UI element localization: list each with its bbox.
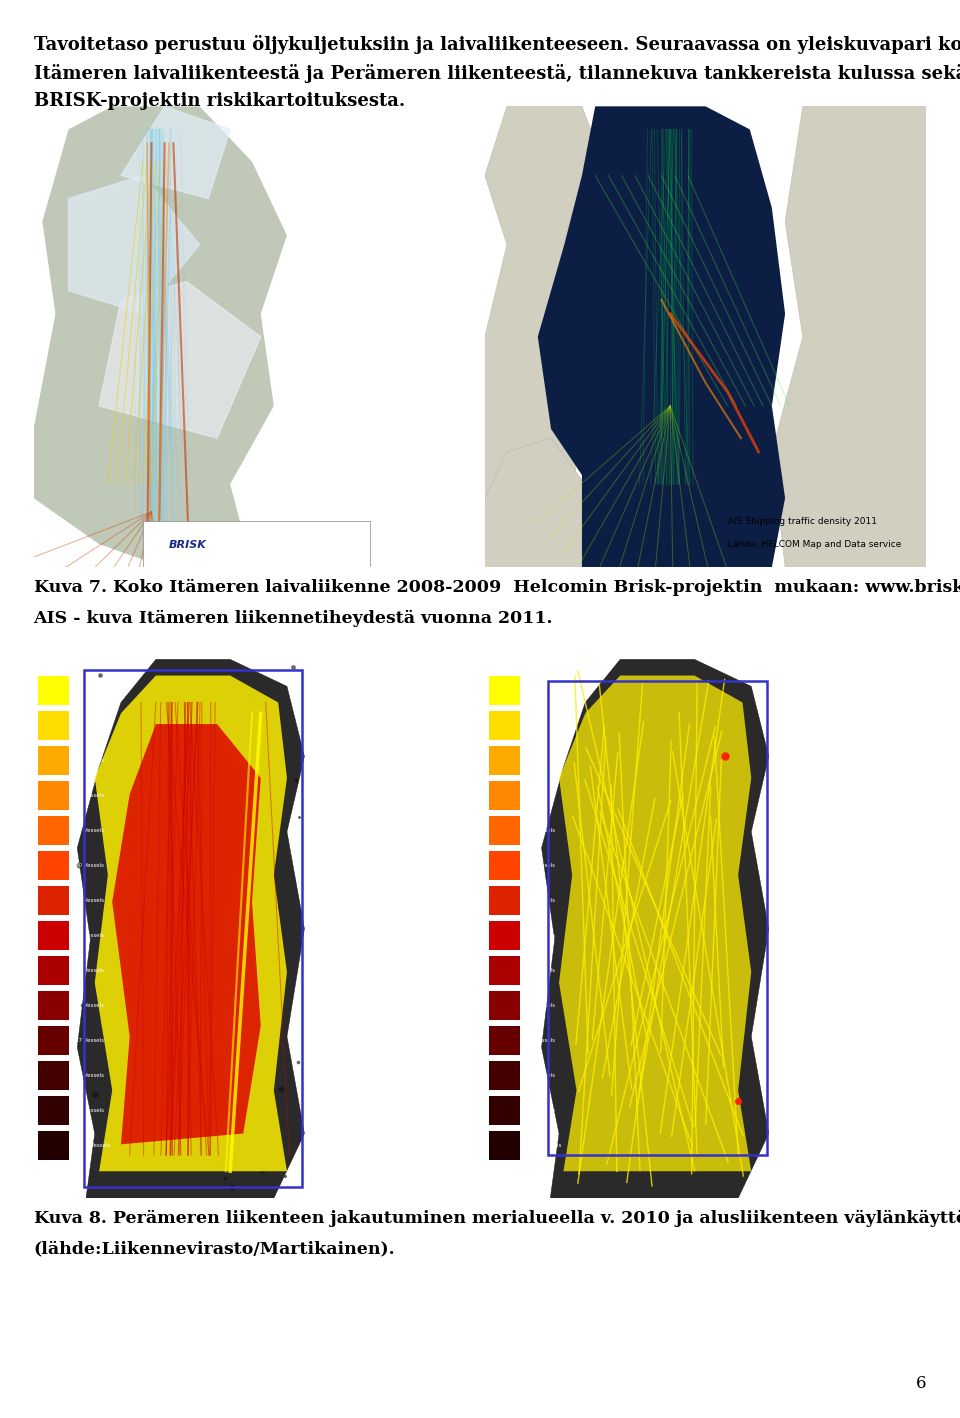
Bar [490, 851, 519, 881]
Polygon shape [99, 281, 261, 438]
Polygon shape [34, 106, 287, 567]
Bar [490, 815, 519, 845]
Polygon shape [77, 659, 304, 1198]
Text: 10 Vessels: 10 Vessels [526, 759, 555, 763]
Bar [548, 681, 766, 1156]
Text: BRISK-projektin riskikartoituksesta.: BRISK-projektin riskikartoituksesta. [34, 92, 405, 111]
Bar [38, 1132, 68, 1160]
Bar [490, 991, 519, 1021]
Bar [490, 1061, 519, 1090]
Text: 7 Vessels: 7 Vessels [526, 723, 552, 729]
Bar [38, 991, 68, 1021]
Bar [38, 675, 68, 705]
Text: 6: 6 [916, 1375, 926, 1392]
Bar [490, 1025, 519, 1055]
Text: 27 Vessels: 27 Vessels [75, 933, 104, 939]
Bar [490, 956, 519, 986]
Polygon shape [112, 725, 261, 1144]
Text: 27 Vessels: 27 Vessels [526, 933, 555, 939]
Text: 13 Vessels: 13 Vessels [526, 793, 555, 798]
Text: ≤ 3 Vessels: ≤ 3 Vessels [75, 688, 107, 693]
Text: 17 Vessels: 17 Vessels [75, 828, 104, 834]
Text: 30 Vessels: 30 Vessels [526, 968, 555, 973]
Text: (lähde:Liikennevirasto/Martikainen).: (lähde:Liikennevirasto/Martikainen). [34, 1241, 396, 1258]
Text: Lähde: HELCOM Map and Data service: Lähde: HELCOM Map and Data service [728, 540, 901, 549]
Bar [490, 920, 519, 950]
Text: 10 Vessels: 10 Vessels [75, 759, 104, 763]
Bar [490, 1132, 519, 1160]
Bar [38, 886, 68, 916]
Polygon shape [541, 659, 769, 1198]
Text: Tavoitetaso perustuu öljykuljetuksiin ja laivaliikenteeseen. Seuraavassa on ylei: Tavoitetaso perustuu öljykuljetuksiin ja… [34, 35, 960, 54]
Bar [490, 1096, 519, 1126]
Text: 7 Vessels: 7 Vessels [75, 723, 101, 729]
Text: 40 Vessels: 40 Vessels [526, 1073, 555, 1079]
Text: 17 Vessels: 17 Vessels [526, 828, 555, 834]
Text: 23 Vessels: 23 Vessels [75, 898, 104, 903]
Bar [490, 746, 519, 776]
Text: AIS Shipping traffic density 2011: AIS Shipping traffic density 2011 [728, 516, 876, 526]
Text: ≥ 47 Vessels: ≥ 47 Vessels [75, 1143, 110, 1149]
Text: 23 Vessels: 23 Vessels [526, 898, 555, 903]
Text: 40 Vessels: 40 Vessels [75, 1073, 104, 1079]
Text: Kuva 8. Perämeren liikenteen jakautuminen merialueella v. 2010 ja alusliikenteen: Kuva 8. Perämeren liikenteen jakautumine… [34, 1210, 960, 1227]
Text: 43 Vessels: 43 Vessels [526, 1109, 555, 1113]
Bar [38, 710, 68, 740]
Text: 30 Vessels: 30 Vessels [75, 968, 104, 973]
Text: ≥ 47 Vessels: ≥ 47 Vessels [526, 1143, 562, 1149]
Bar [38, 780, 68, 810]
Bar [38, 746, 68, 776]
Text: 32 Vessels: 32 Vessels [75, 1004, 104, 1008]
Polygon shape [68, 176, 200, 313]
Polygon shape [772, 106, 926, 567]
Bar [38, 815, 68, 845]
Text: BRISK: BRISK [169, 540, 207, 550]
Text: 20 Vessels: 20 Vessels [75, 864, 104, 868]
Bar [490, 780, 519, 810]
Text: 32 Vessels: 32 Vessels [526, 1004, 555, 1008]
Bar [38, 956, 68, 986]
Text: 37 Vessels: 37 Vessels [526, 1038, 555, 1044]
Bar [38, 1061, 68, 1090]
Bar [490, 886, 519, 916]
Bar [38, 920, 68, 950]
Polygon shape [485, 106, 609, 567]
Text: 37 Vessels: 37 Vessels [75, 1038, 104, 1044]
Polygon shape [485, 438, 595, 567]
Text: Kuva 7. Koko Itämeren laivaliikenne 2008-2009  Helcomin Brisk-projektin  mukaan:: Kuva 7. Koko Itämeren laivaliikenne 2008… [34, 579, 960, 596]
Bar [490, 710, 519, 740]
Polygon shape [121, 106, 230, 199]
Bar [143, 522, 370, 567]
Bar [38, 1025, 68, 1055]
Polygon shape [559, 675, 752, 1171]
Bar [38, 851, 68, 881]
Bar [490, 675, 519, 705]
Bar [84, 671, 302, 1187]
Text: 43 Vessels: 43 Vessels [75, 1109, 104, 1113]
Text: ≤ 3 Vessels: ≤ 3 Vessels [526, 688, 558, 693]
Text: Itämeren laivaliikenteestä ja Perämeren liikenteestä, tilannekuva tankkereista k: Itämeren laivaliikenteestä ja Perämeren … [34, 64, 960, 82]
Bar [38, 1096, 68, 1126]
Text: 20 Vessels: 20 Vessels [526, 864, 555, 868]
Polygon shape [95, 675, 287, 1171]
Polygon shape [538, 106, 785, 567]
Text: AIS - kuva Itämeren liikennetiheydestä vuonna 2011.: AIS - kuva Itämeren liikennetiheydestä v… [34, 610, 553, 627]
Text: 13 Vessels: 13 Vessels [75, 793, 104, 798]
